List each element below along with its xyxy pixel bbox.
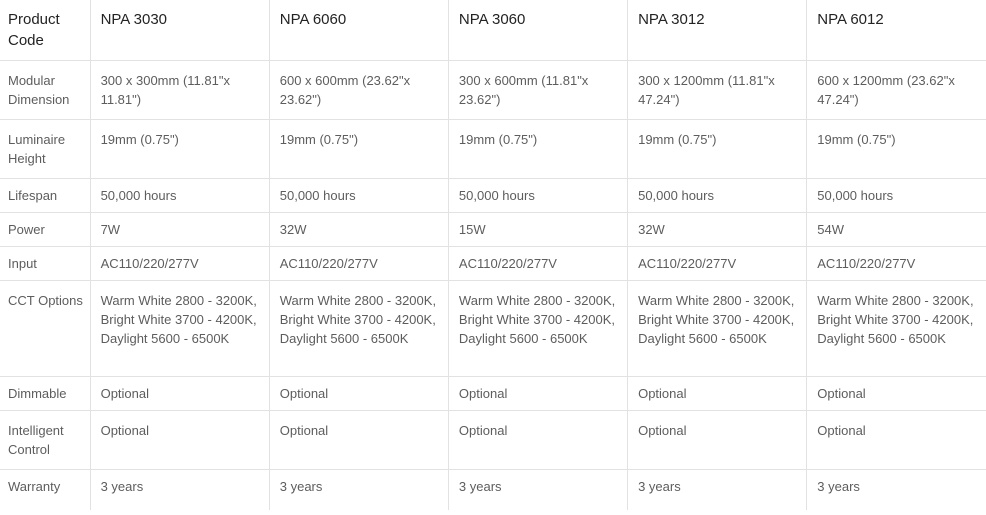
table-cell: Warm White 2800 - 3200K, Bright White 37…: [90, 280, 270, 377]
table-row: Warranty 3 years 3 years 3 years 3 years…: [0, 469, 986, 510]
row-label-luminaire-height: Luminaire Height: [0, 119, 91, 179]
table-cell: 7W: [90, 212, 270, 247]
table-row: Luminaire Height 19mm (0.75") 19mm (0.75…: [0, 119, 986, 179]
column-header-npa-6012: NPA 6012: [806, 0, 986, 61]
table-cell: 300 x 300mm (11.81"x 11.81"): [90, 60, 270, 120]
table-row: Dimmable Optional Optional Optional Opti…: [0, 376, 986, 411]
table-row: Input AC110/220/277V AC110/220/277V AC11…: [0, 246, 986, 281]
table-cell: 3 years: [269, 469, 449, 510]
table-body: Modular Dimension 300 x 300mm (11.81"x 1…: [0, 60, 986, 510]
row-label-input: Input: [0, 246, 91, 281]
column-header-npa-6060: NPA 6060: [269, 0, 449, 61]
table-cell: Optional: [806, 410, 986, 470]
table-cell: Optional: [627, 410, 808, 470]
table-cell: Optional: [627, 376, 808, 411]
table-cell: 50,000 hours: [90, 178, 270, 213]
table-cell: Warm White 2800 - 3200K, Bright White 37…: [806, 280, 986, 377]
table-cell: AC110/220/277V: [448, 246, 629, 281]
column-header-product-code: Product Code: [0, 0, 91, 61]
table-cell: 3 years: [90, 469, 270, 510]
column-header-npa-3030: NPA 3030: [90, 0, 270, 61]
table-cell: AC110/220/277V: [90, 246, 270, 281]
column-header-npa-3060: NPA 3060: [448, 0, 629, 61]
row-label-intelligent-control: Intelligent Control: [0, 410, 91, 470]
table-cell: 50,000 hours: [806, 178, 986, 213]
table-cell: 19mm (0.75"): [269, 119, 449, 179]
table-row: CCT Options Warm White 2800 - 3200K, Bri…: [0, 280, 986, 377]
table-cell: 300 x 600mm (11.81"x 23.62"): [448, 60, 629, 120]
table-cell: Optional: [448, 410, 629, 470]
table-header-row: Product Code NPA 3030 NPA 6060 NPA 3060 …: [0, 0, 986, 61]
table-row: Power 7W 32W 15W 32W 54W: [0, 212, 986, 247]
table-cell: 19mm (0.75"): [627, 119, 808, 179]
table-cell: Optional: [269, 410, 449, 470]
table-cell: Optional: [90, 410, 270, 470]
table-cell: 50,000 hours: [627, 178, 808, 213]
table-cell: 50,000 hours: [448, 178, 629, 213]
table-cell: Warm White 2800 - 3200K, Bright White 37…: [269, 280, 449, 377]
table-cell: Warm White 2800 - 3200K, Bright White 37…: [627, 280, 808, 377]
table-cell: 3 years: [627, 469, 808, 510]
column-header-npa-3012: NPA 3012: [627, 0, 808, 61]
row-label-cct-options: CCT Options: [0, 280, 91, 377]
table-cell: Optional: [448, 376, 629, 411]
row-label-lifespan: Lifespan: [0, 178, 91, 213]
table-cell: AC110/220/277V: [806, 246, 986, 281]
table-cell: 50,000 hours: [269, 178, 449, 213]
table-cell: 32W: [269, 212, 449, 247]
row-label-dimmable: Dimmable: [0, 376, 91, 411]
table-cell: 15W: [448, 212, 629, 247]
table-cell: AC110/220/277V: [269, 246, 449, 281]
table-cell: Optional: [90, 376, 270, 411]
table-cell: Warm White 2800 - 3200K, Bright White 37…: [448, 280, 629, 377]
table-row: Lifespan 50,000 hours 50,000 hours 50,00…: [0, 178, 986, 213]
table-row: Intelligent Control Optional Optional Op…: [0, 410, 986, 470]
table-cell: 300 x 1200mm (11.81"x 47.24"): [627, 60, 808, 120]
table-cell: 600 x 1200mm (23.62"x 47.24"): [806, 60, 986, 120]
table-cell: 32W: [627, 212, 808, 247]
row-label-warranty: Warranty: [0, 469, 91, 510]
table-cell: Optional: [806, 376, 986, 411]
table-cell: 19mm (0.75"): [90, 119, 270, 179]
table-cell: Optional: [269, 376, 449, 411]
table-header: Product Code NPA 3030 NPA 6060 NPA 3060 …: [0, 0, 986, 61]
table-cell: 3 years: [806, 469, 986, 510]
table-cell: 600 x 600mm (23.62"x 23.62"): [269, 60, 449, 120]
table-cell: 54W: [806, 212, 986, 247]
table-cell: 19mm (0.75"): [806, 119, 986, 179]
table-cell: AC110/220/277V: [627, 246, 808, 281]
table-row: Modular Dimension 300 x 300mm (11.81"x 1…: [0, 60, 986, 120]
table-cell: 19mm (0.75"): [448, 119, 629, 179]
row-label-power: Power: [0, 212, 91, 247]
table-cell: 3 years: [448, 469, 629, 510]
row-label-modular-dimension: Modular Dimension: [0, 60, 91, 120]
